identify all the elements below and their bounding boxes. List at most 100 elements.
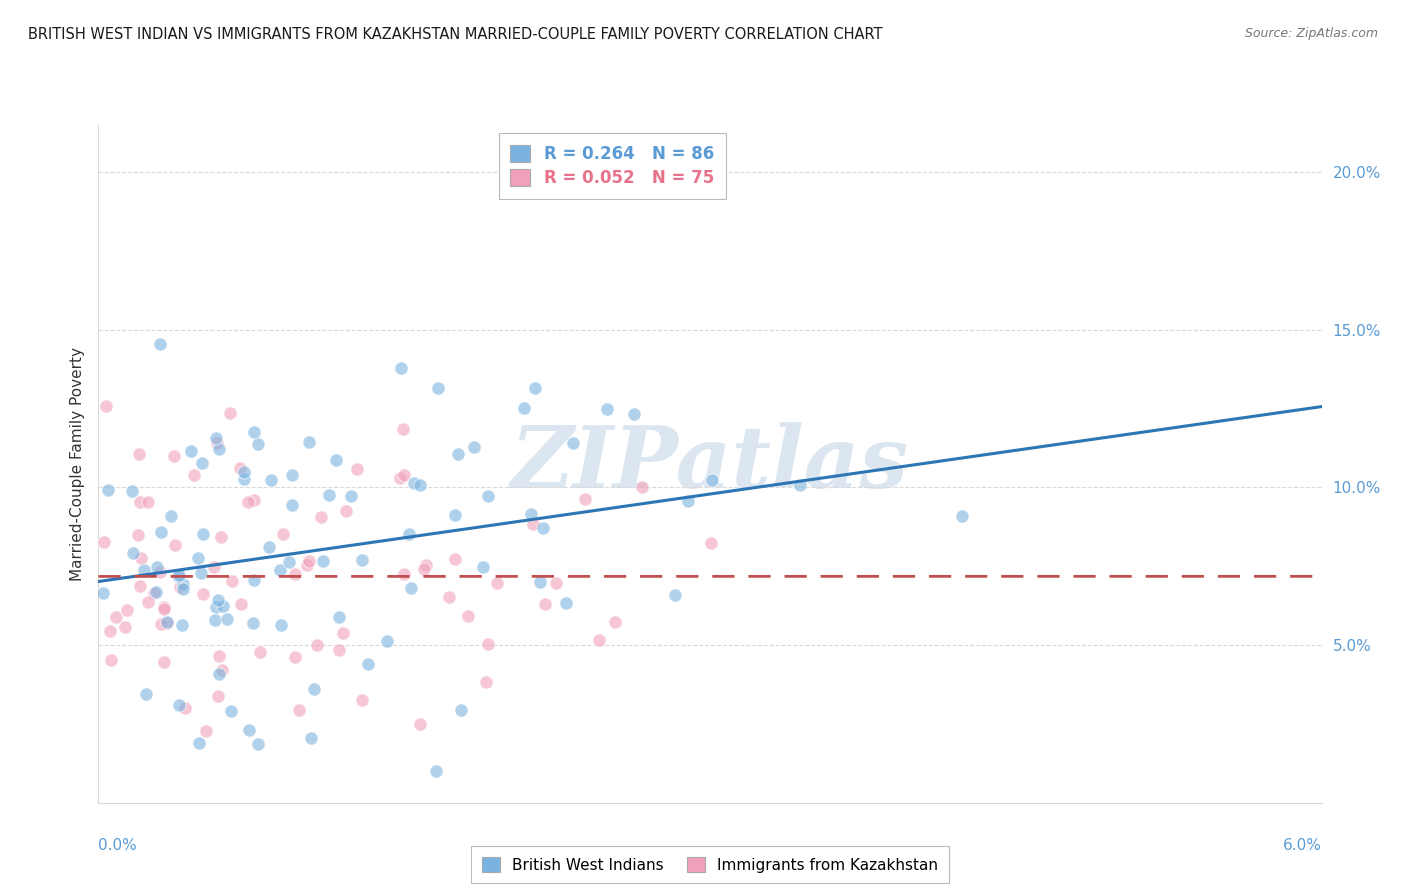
Point [208,442,231,456]
Point [450,703,472,717]
Point [574,492,596,507]
Point [100,653,122,667]
Point [229,461,252,475]
Point [194,723,217,738]
Point [443,508,465,522]
Point [180,443,202,458]
Point [190,566,212,580]
Point [128,579,150,593]
Point [219,406,242,420]
Point [98,624,121,638]
Point [205,436,228,450]
Point [204,613,226,627]
Point [394,467,416,482]
Point [93,535,115,549]
Text: 0.0%: 0.0% [98,838,138,854]
Point [398,527,420,541]
Point [952,509,974,524]
Point [269,563,291,577]
Point [399,581,422,595]
Point [202,560,225,574]
Point [554,596,576,610]
Point [346,461,368,475]
Point [546,575,568,590]
Text: 6.0%: 6.0% [1282,838,1322,854]
Point [221,574,243,588]
Point [603,615,626,629]
Point [211,663,233,677]
Point [623,407,645,421]
Point [318,488,340,502]
Point [415,558,437,572]
Point [132,563,155,577]
Text: ZIPatlas: ZIPatlas [510,422,910,506]
Point [328,609,350,624]
Point [477,489,499,503]
Point [529,575,551,590]
Point [205,431,228,445]
Point [246,737,269,751]
Point [700,473,723,487]
Point [149,565,172,579]
Point [392,567,415,582]
Text: Source: ZipAtlas.com: Source: ZipAtlas.com [1244,27,1378,40]
Point [408,717,430,731]
Point [513,401,536,416]
Point [187,736,209,750]
Point [117,603,139,617]
Point [167,698,190,712]
Point [91,586,114,600]
Point [167,567,190,582]
Point [302,682,325,697]
Point [191,587,214,601]
Point [146,559,169,574]
Point [97,483,120,497]
Point [413,562,436,576]
Point [335,504,357,518]
Point [288,703,311,717]
Point [242,425,264,439]
Point [332,625,354,640]
Point [404,475,426,490]
Point [231,597,253,611]
Point [232,472,254,486]
Point [284,567,307,582]
Point [700,535,723,549]
Point [129,495,152,509]
Point [531,521,554,535]
Point [156,615,179,629]
Point [172,577,194,591]
Point [207,689,229,703]
Point [328,643,350,657]
Point [523,381,546,395]
Point [437,591,460,605]
Point [208,648,231,663]
Point [297,435,319,450]
Point [135,687,157,701]
Point [167,569,190,583]
Point [281,498,304,512]
Point [388,471,411,485]
Point [249,644,271,658]
Point [163,538,186,552]
Point [352,693,374,707]
Point [260,473,283,487]
Point [242,616,264,631]
Point [208,667,231,681]
Point [217,612,239,626]
Point [243,493,266,508]
Point [664,589,686,603]
Point [325,452,347,467]
Point [588,633,610,648]
Point [631,480,654,494]
Point [522,517,544,532]
Point [561,435,583,450]
Point [156,616,179,631]
Point [425,764,447,779]
Point [270,618,292,632]
Point [247,437,270,451]
Point [427,381,450,395]
Point [307,638,329,652]
Point [153,599,176,614]
Point [340,489,363,503]
